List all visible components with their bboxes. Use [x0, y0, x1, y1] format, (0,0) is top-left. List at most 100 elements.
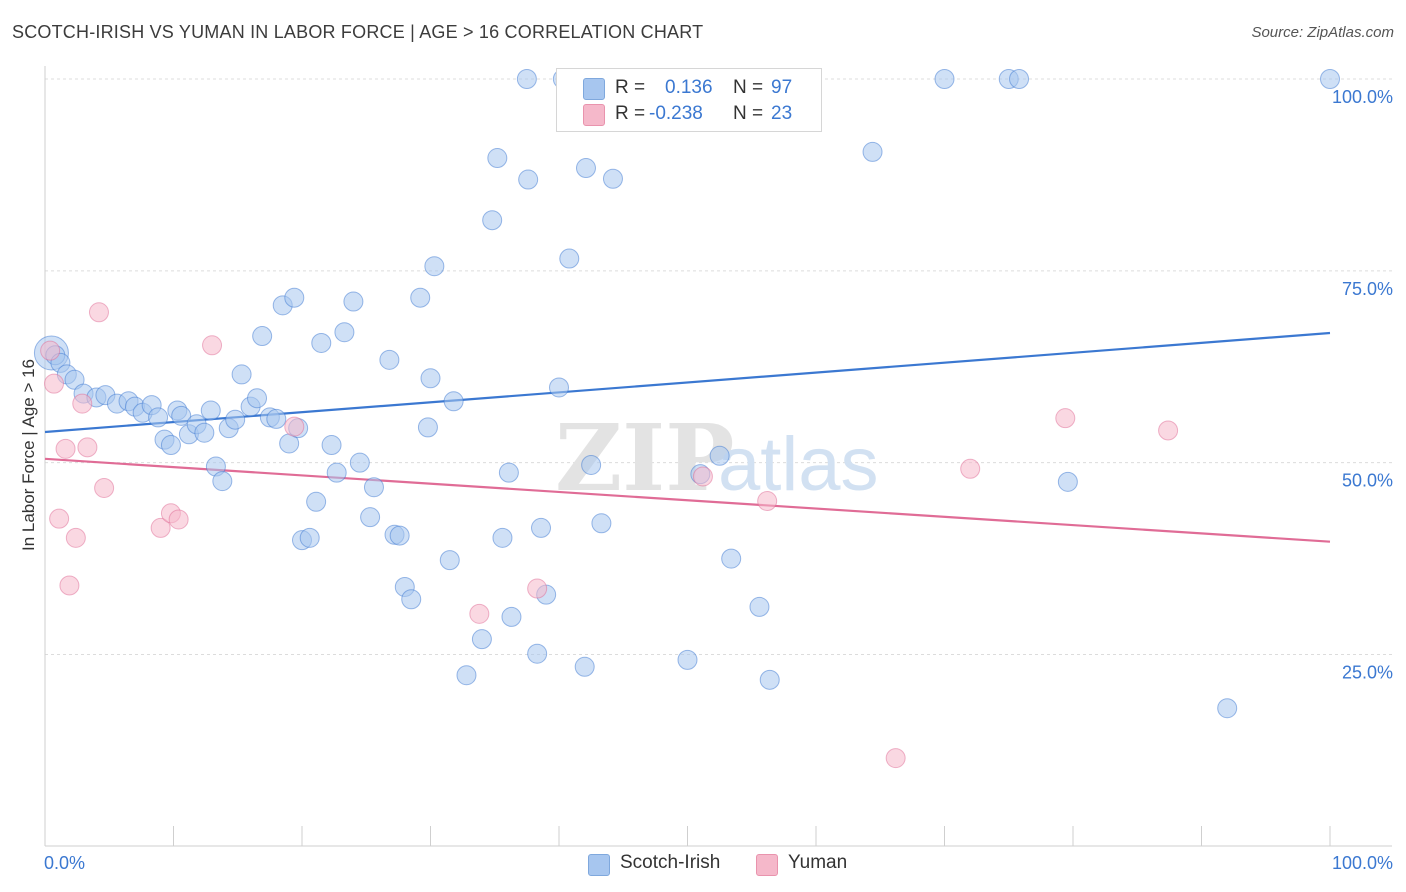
data-point [77, 437, 98, 458]
legend-r-label: R = [615, 77, 646, 98]
data-point [306, 491, 327, 512]
data-point [49, 508, 70, 529]
legend-r-value: -0.238 [649, 103, 703, 124]
data-point [160, 435, 181, 456]
data-point [88, 302, 109, 323]
legend-n-label: N = [733, 77, 764, 98]
data-point [602, 168, 623, 189]
data-point [363, 477, 384, 498]
trend-line-scotch-irish [44, 331, 1331, 434]
data-point [171, 405, 192, 426]
data-point [1009, 69, 1030, 89]
data-point [349, 452, 370, 473]
data-point [334, 322, 355, 343]
data-point [202, 335, 223, 356]
axes [44, 66, 1392, 847]
data-point [721, 548, 742, 569]
data-point [456, 665, 477, 686]
data-point [677, 649, 698, 670]
data-point [401, 589, 422, 610]
source-label: Source: ZipAtlas.com [1251, 24, 1394, 41]
data-point [168, 509, 189, 530]
bottom-legend-label: Scotch-Irish [620, 852, 721, 873]
data-point [549, 377, 569, 398]
y-tick-label: 100.0% [1332, 87, 1393, 107]
data-point [531, 517, 552, 538]
watermark-atlas: atlas [718, 422, 879, 507]
data-point [321, 435, 342, 456]
data-point [492, 527, 513, 548]
data-point [1217, 698, 1238, 719]
stats-legend: R = 0.136 N = 97 R = -0.238 N = 23 [556, 68, 822, 132]
data-point [527, 643, 548, 664]
data-point [516, 69, 537, 89]
bottom-legend-swatch-blue [588, 854, 610, 876]
data-point [379, 349, 400, 370]
data-point [424, 256, 445, 277]
data-point [518, 169, 539, 190]
x-tick-label: 100.0% [1332, 853, 1393, 873]
data-point [231, 364, 252, 385]
data-point [1320, 69, 1340, 89]
data-point [284, 416, 305, 437]
data-point [266, 408, 287, 429]
data-point [65, 527, 86, 548]
trend-lines [44, 331, 1331, 543]
axis-labels: 25.0% 50.0% 75.0% 100.0% 0.0% 100.0% In Labor … [19, 87, 1393, 873]
data-point [389, 525, 410, 546]
data-point [574, 656, 595, 677]
data-point [575, 158, 596, 179]
chart-title: SCOTCH-IRISH VS YUMAN IN LABOR FORCE | A… [12, 22, 704, 42]
data-point [299, 527, 320, 548]
data-point [1057, 471, 1078, 492]
data-point [43, 373, 64, 394]
trend-line-yuman [44, 457, 1331, 543]
data-point [72, 393, 93, 414]
legend-n-value: 97 [771, 77, 793, 98]
legend-swatch-pink [583, 104, 605, 126]
data-point [581, 454, 602, 475]
data-point [960, 458, 981, 479]
data-point [1055, 408, 1076, 429]
data-point [247, 388, 268, 409]
data-point [200, 400, 221, 421]
gridlines [45, 78, 1392, 655]
data-point [749, 596, 770, 617]
data-point [212, 471, 233, 492]
legend-n-value: 23 [771, 103, 793, 124]
data-point [360, 507, 381, 528]
data-point [40, 340, 61, 361]
series-scotch-irish [33, 69, 1340, 719]
legend-r-value: 0.136 [665, 77, 713, 98]
legend-n-label: N = [733, 103, 764, 124]
data-point [225, 409, 246, 430]
data-point [559, 248, 580, 269]
data-point [759, 669, 780, 690]
data-points [33, 69, 1340, 769]
data-point [252, 326, 273, 347]
data-point [420, 368, 441, 389]
data-point [343, 291, 364, 312]
data-point [501, 606, 522, 627]
data-point [482, 210, 503, 231]
data-point [934, 69, 955, 89]
watermark-zip: ZIP [555, 404, 734, 512]
data-point [94, 477, 115, 498]
data-point [469, 603, 490, 624]
data-point [527, 578, 548, 599]
data-point [757, 491, 778, 512]
data-point [498, 462, 519, 483]
data-point [284, 287, 305, 308]
data-point [150, 517, 171, 538]
data-point [439, 550, 460, 571]
series-yuman [40, 302, 1179, 769]
y-tick-label: 50.0% [1342, 471, 1393, 491]
bottom-legend-swatch-pink [756, 854, 778, 876]
data-point [487, 148, 508, 169]
legend-swatch-blue [583, 78, 605, 100]
data-point [591, 513, 612, 534]
x-tick-label: 0.0% [44, 853, 85, 873]
data-point [326, 462, 347, 483]
data-point [885, 748, 906, 769]
